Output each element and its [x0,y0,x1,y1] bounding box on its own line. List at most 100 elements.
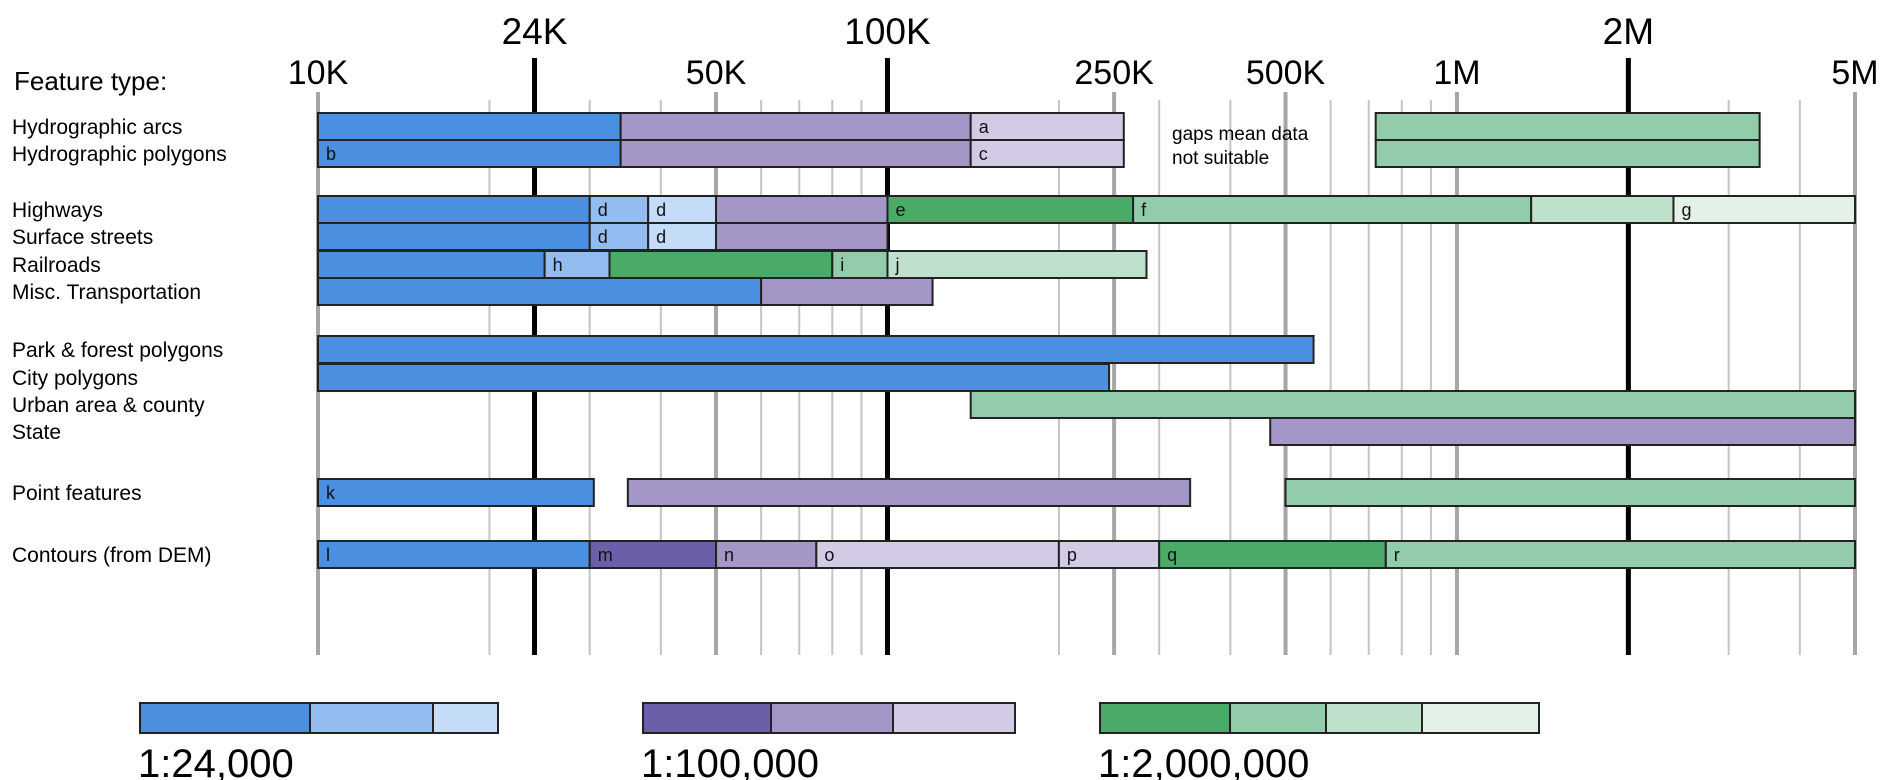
bar-segment [886,195,1135,224]
bar-segment [317,363,1111,392]
feature-label: Hydrographic arcs [12,116,182,139]
segment-code: d [598,200,608,220]
bar-segment [815,540,1060,569]
tick-label: 24K [502,11,568,52]
bar-segment [317,222,591,251]
feature-label: Misc. Transportation [12,281,201,304]
tick-label: 10K [288,54,349,92]
feature-bar [317,363,1111,392]
legend-swatch [1099,702,1231,734]
bar-segment [886,250,1148,279]
bar-segment [608,250,834,279]
feature-label: Highways [12,199,103,222]
note-line: not suitable [1172,148,1269,169]
legend-group: 1:2,000,000 [1098,702,1540,780]
segment-code: d [656,200,666,220]
bar-segment [1158,540,1387,569]
bar-segment [317,335,1315,364]
legend-label: 1:100,000 [641,742,819,780]
segment-code: h [553,255,563,275]
legend-swatch [1229,702,1327,734]
scale-range-bars: ab cd d e f gd dh i jkl m n o p q r [317,112,1856,569]
feature-type-labels: Hydrographic arcs Hydrographic polygons Hi… [12,116,227,567]
feature-bar: k [317,478,1856,507]
bar-segment [969,112,1125,141]
bar-segment [1269,417,1856,446]
segment-code: q [1167,545,1177,565]
legend-swatch [892,702,1016,734]
bar-segment [317,139,622,168]
bar-segment [1057,540,1161,569]
legend-swatch [642,702,772,734]
feature-label: Point features [12,482,142,505]
segment-code: g [1681,200,1691,220]
legend-swatch [770,702,894,734]
tick-label: 100K [844,11,931,52]
feature-bar [317,277,934,306]
bar-segment [317,277,763,306]
feature-type-header: Feature type: [14,66,167,96]
legend-group: 1:100,000 [641,702,1016,780]
bar-segment [317,195,591,224]
gaps-note: gaps mean data not suitable [1172,124,1309,169]
bar-segment [715,195,889,224]
feature-label: Urban area & county [12,394,205,417]
feature-label: City polygons [12,367,138,390]
bar-segment [317,112,622,141]
legend-swatch [309,702,434,734]
feature-bar [969,390,1856,419]
bar-segment [1374,112,1761,141]
segment-code: m [598,545,613,565]
legend-group: 1:24,000 [138,702,499,780]
bar-segment [317,250,546,279]
bar-segment [317,478,595,507]
legend-swatch [432,702,499,734]
segment-code: f [1141,200,1147,220]
feature-bar: l m n o p q r [317,540,1856,569]
legend-label: 1:2,000,000 [1098,742,1309,780]
tick-label: 1M [1433,54,1480,92]
segment-code: i [840,255,844,275]
segment-code: d [656,227,666,247]
legend-swatch [1325,702,1423,734]
bar-segment [715,222,889,251]
tick-label: 250K [1074,54,1154,92]
feature-label: Surface streets [12,226,153,249]
bar-segment [969,139,1125,168]
bar-segment [619,139,972,168]
bar-segment [619,112,972,141]
bar-segment [1384,540,1856,569]
tick-label: 5M [1831,54,1878,92]
bar-segment [588,195,650,224]
segment-code: l [326,545,330,565]
segment-code: c [979,144,988,164]
bar-segment [1374,139,1761,168]
segment-code: j [894,255,899,275]
feature-bar [1269,417,1856,446]
bar-segment [1284,478,1856,507]
legend-swatch [1421,702,1540,734]
tick-label: 2M [1603,11,1654,52]
bar-segment [317,540,591,569]
feature-label: Hydrographic polygons [12,143,227,166]
legend-label: 1:24,000 [138,742,294,780]
note-line: gaps mean data [1172,124,1309,145]
segment-code: d [598,227,608,247]
bar-segment [1530,195,1675,224]
bar-segment [1132,195,1533,224]
legend: 1:24,000 1:100,000 1:2,000,000 [138,702,1540,780]
bar-segment [1672,195,1856,224]
bar-segment [588,540,718,569]
feature-label: Contours (from DEM) [12,544,212,567]
feature-label: State [12,421,61,444]
feature-bar: h i j [317,250,1148,279]
bar-segment [626,478,1192,507]
tick-label: 50K [686,54,747,92]
segment-code: o [824,545,834,565]
segment-code: n [724,545,734,565]
bar-segment [760,277,934,306]
bar-segment [969,390,1856,419]
